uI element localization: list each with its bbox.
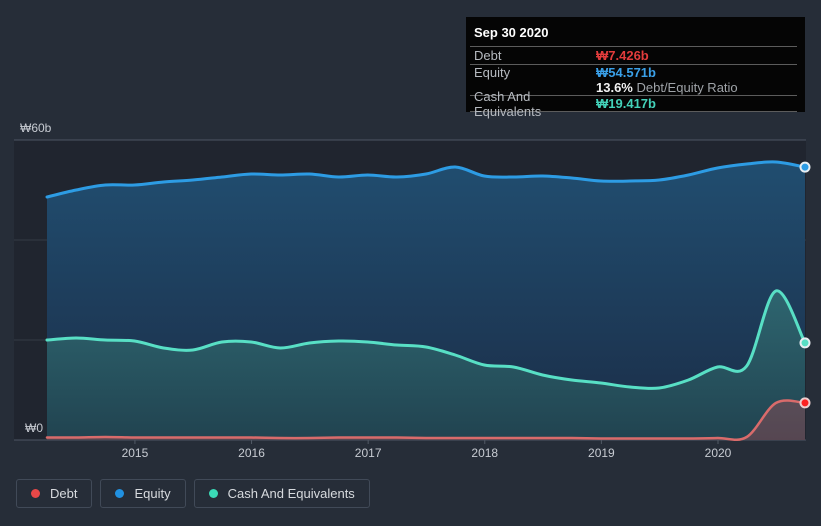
tooltip-ratio-row: 13.6% Debt/Equity Ratio <box>466 80 805 95</box>
x-axis-label-2016: 2016 <box>238 446 265 460</box>
chart-legend: Debt Equity Cash And Equivalents <box>16 479 370 508</box>
x-axis-label-2015: 2015 <box>121 446 149 460</box>
tooltip-cash-row: Cash And Equivalents ₩19.417b <box>466 89 805 119</box>
y-axis-label-0: ₩0 <box>25 421 43 435</box>
legend-color-dot-icon <box>208 489 218 498</box>
tooltip-cash-value: ₩19.417b <box>596 96 656 111</box>
tooltip-debt-value: ₩7.426b <box>596 48 649 63</box>
tooltip-divider <box>470 64 797 65</box>
legend-item-cash-and-equivalents[interactable]: Cash And Equivalents <box>193 479 370 508</box>
legend-color-dot-icon <box>115 489 125 498</box>
x-axis-label-2018: 2018 <box>471 446 499 460</box>
tooltip-equity-row: Equity ₩54.571b <box>466 65 805 80</box>
chart-tooltip: Sep 30 2020 Debt ₩7.426b Equity ₩54.571b… <box>466 17 805 119</box>
tooltip-equity-label: Equity <box>474 65 511 80</box>
equity-line <box>45 160 807 199</box>
y-axis-label-60b: ₩60b <box>20 121 52 135</box>
legend-item-equity[interactable]: Equity <box>100 479 186 508</box>
tooltip-date: Sep 30 2020 <box>474 25 549 40</box>
cash-last-point-marker[interactable] <box>799 337 811 349</box>
legend-item-label: Cash And Equivalents <box>227 486 355 501</box>
tooltip-divider <box>470 46 797 47</box>
tooltip-cash-label: Cash And Equivalents <box>474 88 542 119</box>
legend-color-dot-icon <box>31 489 40 498</box>
tooltip-debt-row: Debt ₩7.426b <box>466 47 805 64</box>
x-axis-label-2019: 2019 <box>588 446 615 460</box>
legend-item-label: Equity <box>134 486 171 501</box>
tooltip-debt-label: Debt <box>474 48 502 63</box>
tooltip-equity-value: ₩54.571b <box>596 65 656 80</box>
legend-item-debt[interactable]: Debt <box>16 479 93 508</box>
tooltip-divider <box>470 95 797 96</box>
debt-last-point-marker[interactable] <box>799 397 811 409</box>
year-ticks <box>134 440 719 444</box>
tooltip-divider <box>470 111 797 112</box>
tooltip-ratio-value: 13.6% Debt/Equity Ratio <box>596 80 738 95</box>
x-axis-label-2017: 2017 <box>354 446 382 460</box>
equity-last-point-marker[interactable] <box>799 161 811 173</box>
cash-area <box>47 290 805 440</box>
x-axis-label-2020: 2020 <box>704 446 732 460</box>
cash-line <box>45 289 807 390</box>
legend-item-label: Debt <box>50 486 78 501</box>
debt-line <box>45 399 807 442</box>
